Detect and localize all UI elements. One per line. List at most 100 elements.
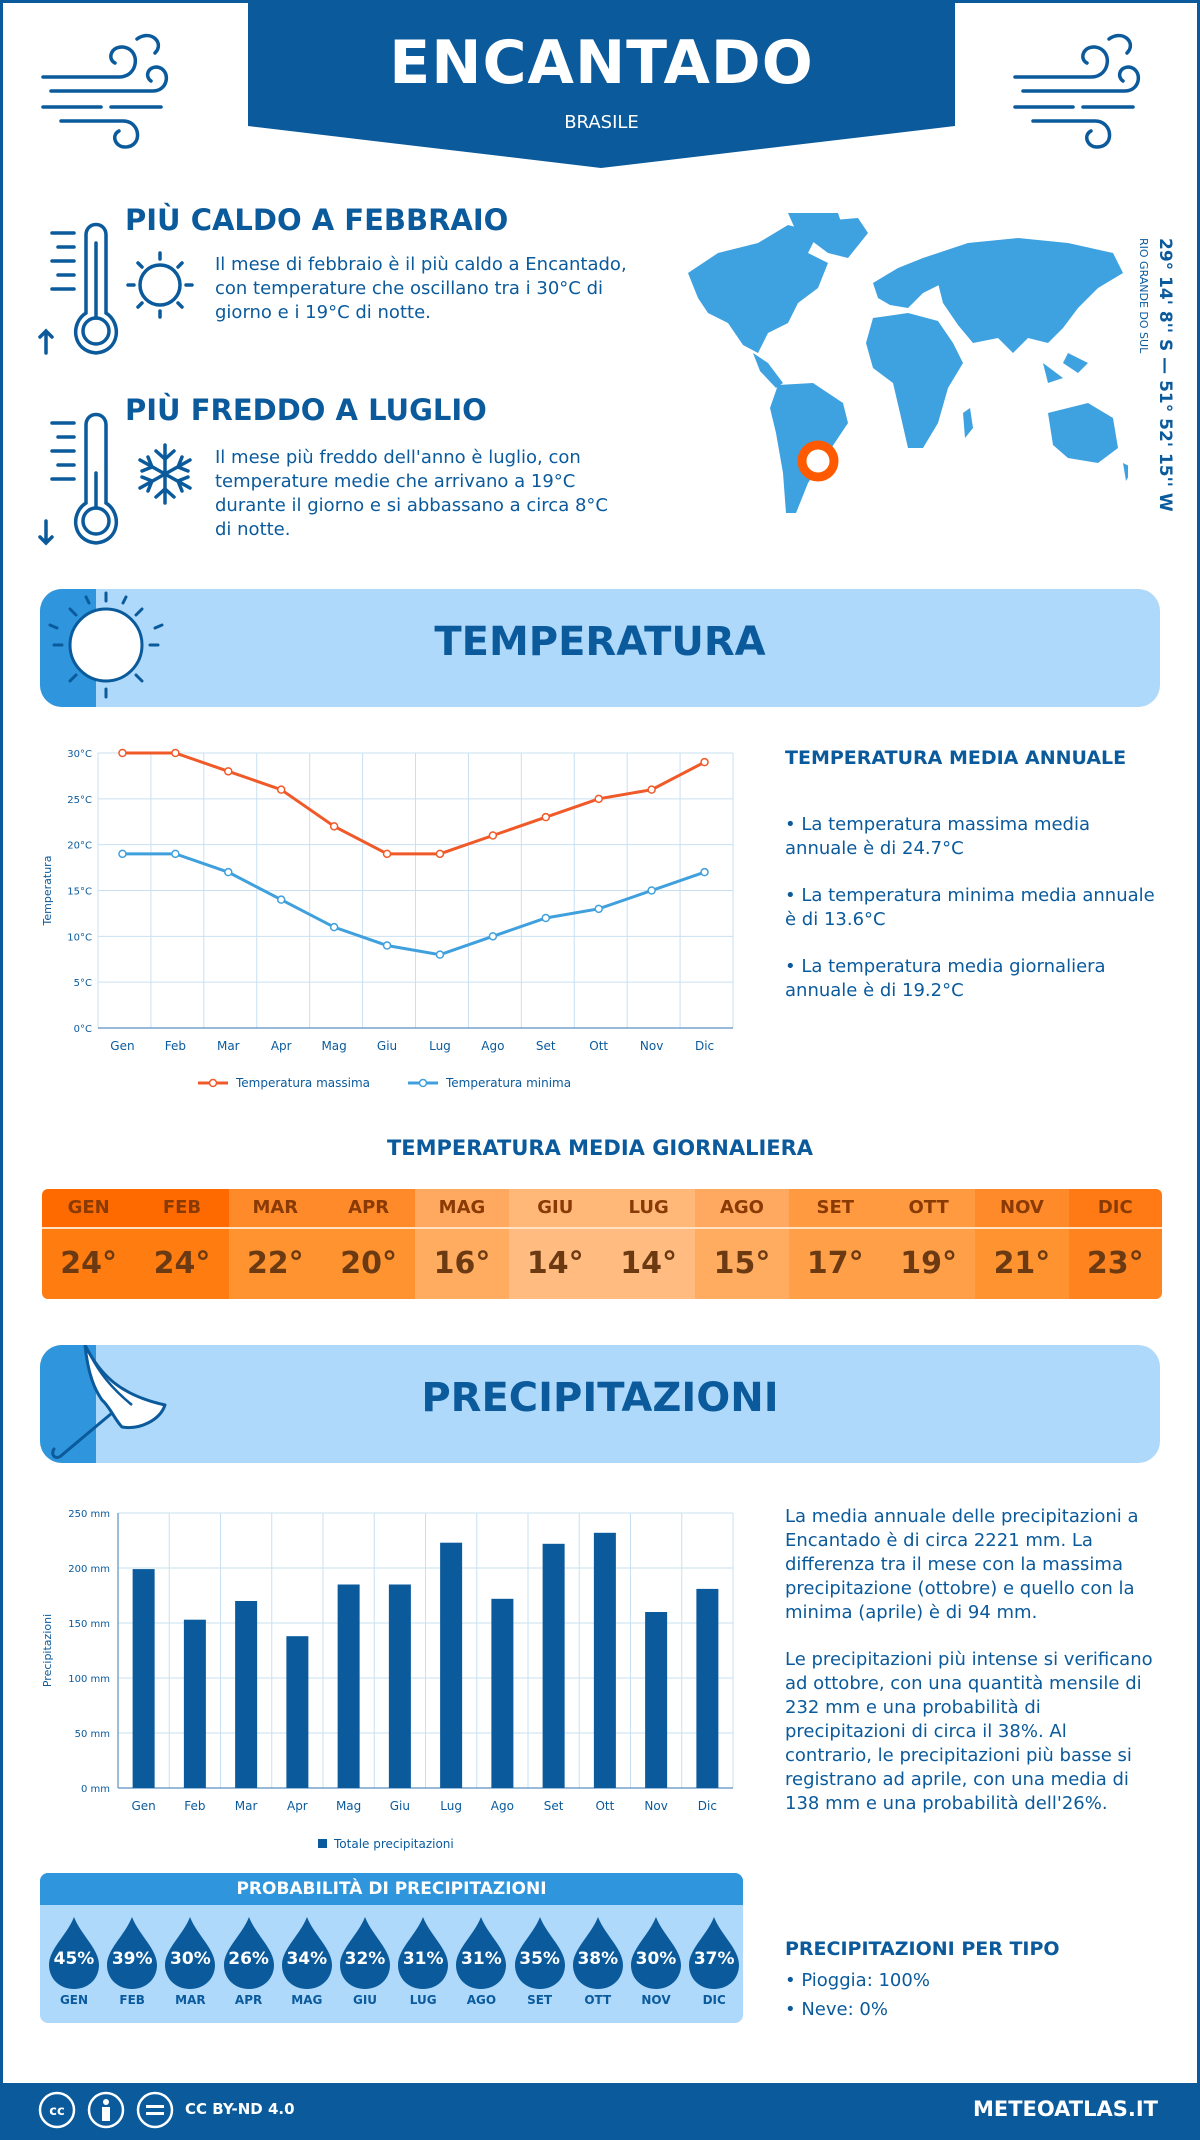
temperature-banner: TEMPERATURA: [40, 589, 1160, 707]
y-tick-label: 250 mm: [68, 1509, 110, 1520]
probability-value: 38%: [577, 1949, 619, 1969]
x-tick-label: Gen: [110, 1039, 134, 1053]
precipitation-chart: 0 mm 50 mm 100 mm 150 mm 200 mm 250 mm Gen Feb M…: [41, 1509, 734, 1851]
data-point: [224, 767, 233, 776]
x-tick-label: Gen: [131, 1799, 155, 1813]
umbrella-icon: [51, 1345, 167, 1459]
month-label: OTT: [881, 1189, 976, 1227]
drop-shape: [107, 1917, 158, 1989]
y-tick-label: 25°C: [67, 795, 92, 806]
precipitation-bar: [337, 1584, 360, 1788]
license-text: CC BY-ND 4.0: [185, 2100, 295, 2118]
text-line: precipitazione (ottobre) e quello con la: [785, 1578, 1135, 1599]
data-point: [541, 812, 551, 822]
x-tick-label: Mag: [321, 1039, 346, 1053]
coordinates-text: 29° 14' 8'' S — 51° 52' 15'' W: [1155, 238, 1175, 512]
daily-temp-cell: NOV 21°: [975, 1189, 1069, 1299]
row-divider: [415, 1227, 509, 1229]
data-point: [647, 785, 656, 794]
temp-value: 16°: [415, 1229, 509, 1299]
month-label: DIC: [702, 1993, 726, 2007]
precipitation-bar: [440, 1542, 463, 1788]
drop-shape: [398, 1917, 449, 1989]
text-line: minima (aprile) è di 94 mm.: [785, 1602, 1038, 1623]
x-tick-label: Dic: [698, 1799, 717, 1813]
month-label: DIC: [1068, 1189, 1162, 1227]
data-point: [329, 922, 339, 932]
x-tick-label: Nov: [644, 1799, 667, 1813]
text-line: differenza tra il mese con la massima: [785, 1554, 1123, 1575]
data-point: [118, 748, 127, 758]
legend-marker: [208, 1078, 218, 1088]
x-tick-label: Ott: [595, 1799, 614, 1813]
y-tick-label: 100 mm: [68, 1674, 110, 1685]
annual-mean-text: • La temperatura media giornaliera annua…: [785, 955, 1106, 1003]
y-tick-label: 0°C: [74, 1024, 92, 1035]
probability-value: 39%: [111, 1949, 153, 1969]
temp-value: 24°: [135, 1229, 229, 1299]
text-line: Le precipitazioni più intense si verific…: [785, 1649, 1153, 1670]
text-line: 232 mm e una probabilità di: [785, 1697, 1041, 1718]
site-link[interactable]: METEOATLAS.IT: [972, 2097, 1158, 2121]
temp-value: 23°: [1068, 1229, 1162, 1299]
precipitation-bar: [132, 1569, 155, 1788]
data-point: [118, 849, 127, 859]
rain-drop-icon: 26% APR: [220, 1915, 278, 2013]
row-divider: [42, 1227, 136, 1229]
row-divider: [135, 1227, 229, 1229]
wind-icon: [1013, 33, 1140, 149]
row-divider: [975, 1227, 1069, 1229]
x-tick-label: Mar: [235, 1799, 258, 1813]
x-tick-label: Nov: [640, 1039, 663, 1053]
row-divider: [695, 1227, 789, 1229]
probability-value: 32%: [344, 1949, 386, 1969]
y-tick-label: 10°C: [67, 932, 92, 943]
daily-temp-cell: GEN 24°: [42, 1189, 136, 1299]
data-point: [171, 849, 180, 859]
x-tick-label: Ott: [589, 1039, 608, 1053]
y-tick-label: 15°C: [67, 887, 92, 898]
precipitation-bar: [645, 1612, 668, 1788]
x-tick-label: Lug: [440, 1799, 462, 1813]
precipitation-probability: PROBABILITÀ DI PRECIPITAZIONI 45% GEN 39% F…: [40, 1873, 743, 2023]
header-shape: [248, 3, 955, 168]
x-tick-label: Feb: [165, 1039, 186, 1053]
row-divider: [228, 1227, 322, 1229]
annual-max-text: • La temperatura massima media annuale è…: [785, 813, 1090, 861]
annual-min-text: • La temperatura minima media annuale è …: [785, 884, 1155, 932]
month-label: MAR: [175, 1993, 206, 2007]
drop-shape: [223, 1917, 274, 1989]
legend-label: Temperatura massima: [235, 1076, 370, 1090]
probability-value: 31%: [461, 1949, 502, 1969]
data-point: [594, 904, 603, 914]
precipitation-summary: La media annuale delle precipitazioni a …: [785, 1505, 1139, 1625]
city-name: ENCANTADO: [389, 28, 814, 98]
month-label: OTT: [584, 1993, 612, 2007]
month-label: FEB: [119, 1993, 145, 2007]
rain-drop-icon: 31% AGO: [452, 1915, 510, 2013]
temp-value: 21°: [975, 1229, 1069, 1299]
hottest-text: Il mese di febbraio è il più caldo a Enc…: [215, 253, 627, 325]
month-label: NOV: [975, 1189, 1069, 1227]
temperature-chart: 0°C 5°C 10°C 15°C 20°C 25°C 30°C Gen Feb Mar Apr Ma…: [41, 748, 734, 1090]
y-tick-label: 5°C: [74, 978, 92, 989]
month-label: GIU: [352, 1993, 378, 2007]
precipitation-bar: [286, 1636, 309, 1788]
legend-swatch: [318, 1839, 327, 1848]
month-label: GEN: [59, 1993, 89, 2007]
data-point: [171, 748, 180, 758]
precipitation-banner: PRECIPITAZIONI: [40, 1345, 1160, 1463]
text-line: contrario, le precipitazioni più basse s…: [785, 1745, 1132, 1766]
region: RIO GRANDE DO SUL: [1136, 238, 1150, 388]
daily-temp-cell: AGO 15°: [695, 1189, 789, 1299]
text-line: di notte.: [215, 519, 291, 540]
x-tick-label: Set: [544, 1799, 564, 1813]
drop-shape: [165, 1917, 216, 1989]
text-line: ad ottobre, con una quantità mensile di: [785, 1673, 1142, 1694]
drop-shape: [340, 1917, 390, 1989]
month-label: NOV: [641, 1993, 671, 2007]
text-line: giorno e i 19°C di notte.: [215, 302, 431, 323]
daily-temp-table: GEN 24° FEB 24° MAR 22° APR 20° MAG 16° GIU 14° LUG 1…: [42, 1189, 1162, 1299]
daily-temp-cell: LUG 14°: [601, 1189, 696, 1299]
text-line: Encantado è di circa 2221 mm. La: [785, 1530, 1093, 1551]
